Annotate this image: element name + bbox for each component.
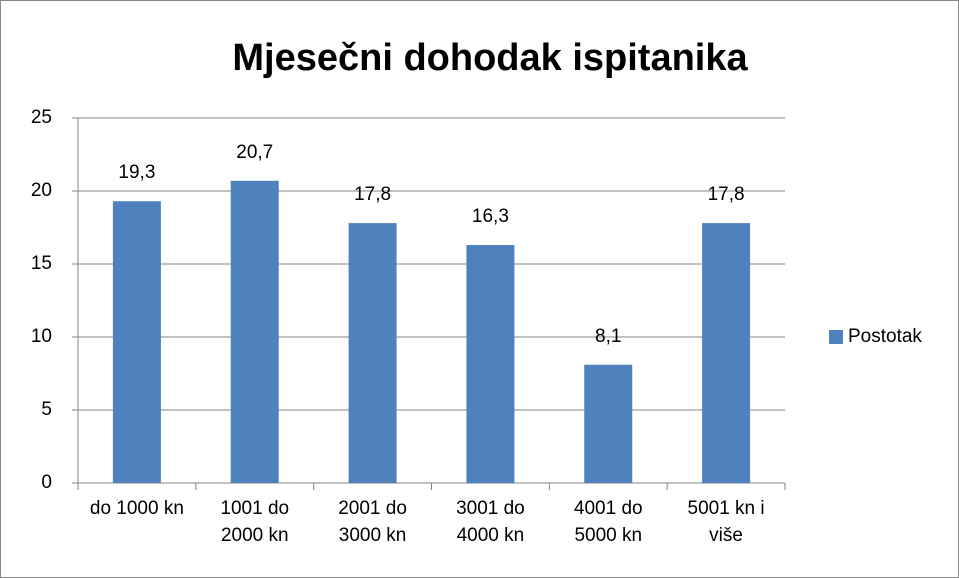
x-tick-label: 4001 do 5000 kn	[573, 498, 643, 546]
data-label: 20,7	[236, 142, 273, 163]
bar	[584, 364, 633, 483]
data-label: 19,3	[118, 162, 155, 183]
y-tick-label: 15	[31, 253, 52, 274]
legend-swatch	[829, 330, 843, 344]
x-tick-label: 1001 do 2000 kn	[220, 498, 290, 546]
y-tick-label: 25	[31, 107, 52, 128]
x-tick-label: 5001 kn i više	[687, 498, 765, 546]
y-tick-label: 0	[41, 472, 52, 493]
data-label: 17,8	[354, 184, 391, 205]
data-label: 8,1	[595, 326, 621, 347]
y-tick-label: 20	[31, 180, 52, 201]
bar	[112, 201, 161, 483]
legend-label: Postotak	[848, 326, 922, 347]
x-tick-label: do 1000 kn	[89, 498, 184, 519]
chart-title: Mjesečni dohodak ispitanika	[232, 37, 748, 79]
x-tick-label: 2001 do 3000 kn	[338, 498, 407, 546]
bar	[230, 180, 279, 483]
data-label: 16,3	[472, 206, 509, 227]
bar	[702, 223, 751, 483]
x-tick-label: 3001 do 4000 kn	[456, 498, 525, 546]
bar	[348, 223, 397, 483]
data-label: 17,8	[708, 184, 745, 205]
y-tick-label: 5	[41, 399, 52, 420]
bar	[466, 245, 515, 483]
y-tick-label: 10	[31, 326, 52, 347]
